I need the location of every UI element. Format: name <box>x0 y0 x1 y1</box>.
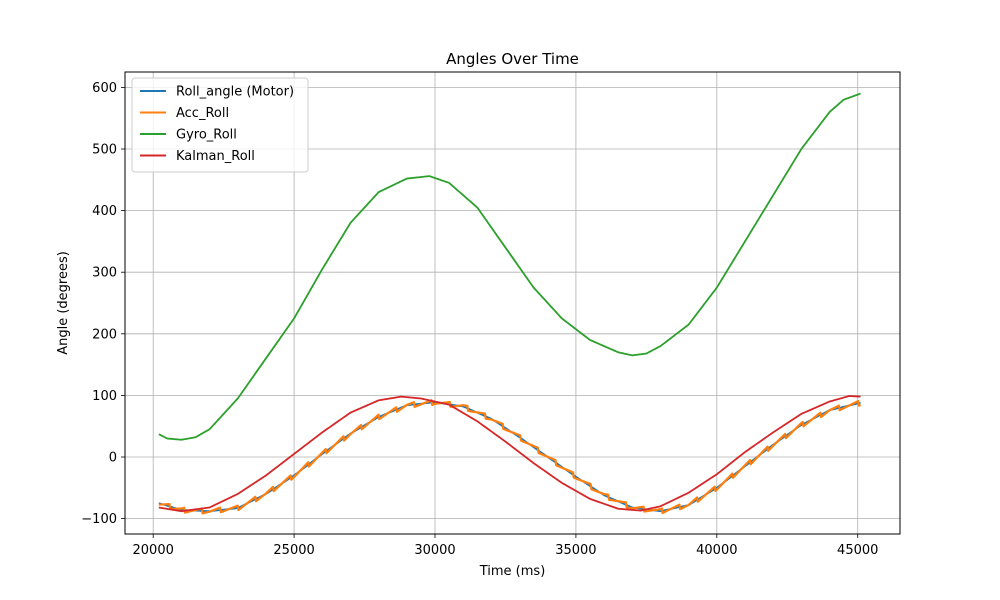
plot-frame <box>124 71 901 535</box>
legend-label-gyro-roll: Gyro_Roll <box>176 128 237 143</box>
y-tick-label: 100 <box>92 389 117 404</box>
y-tick-label: 200 <box>92 327 117 342</box>
x-tick-label: 45000 <box>837 543 878 558</box>
y-tick-label: 600 <box>92 81 117 96</box>
series-line-kalman-roll <box>158 395 862 513</box>
series-line-acc-roll <box>158 399 862 515</box>
x-tick-label: 35000 <box>555 543 596 558</box>
x-tick-label: 30000 <box>414 543 455 558</box>
series-layer <box>158 92 862 515</box>
series-line-gyro-roll <box>158 92 862 441</box>
y-tick-label: −100 <box>81 512 117 527</box>
legend-label-kalman-roll: Kalman_Roll <box>176 149 255 164</box>
legend: Roll_angle (Motor) Acc_Roll Gyro_Roll Kalma… <box>131 77 309 173</box>
ticks: 20000 25000 30000 35000 40000 45000 −100 0 100 20… <box>81 81 878 558</box>
legend-box <box>131 77 309 173</box>
legend-label-acc-roll: Acc_Roll <box>176 106 229 121</box>
y-tick-label: 400 <box>92 204 117 219</box>
x-axis-label: Time (ms) <box>479 564 546 579</box>
y-axis-label: Angle (degrees) <box>56 251 71 355</box>
x-tick-label: 25000 <box>273 543 314 558</box>
y-tick-label: 500 <box>92 143 117 158</box>
y-tick-label: 300 <box>92 266 117 281</box>
y-tick-label: 0 <box>109 451 117 466</box>
chart-title: Angles Over Time <box>446 50 579 68</box>
x-tick-label: 40000 <box>696 543 737 558</box>
grid <box>125 72 900 534</box>
legend-label-roll-angle-motor: Roll_angle (Motor) <box>176 85 294 100</box>
x-tick-label: 20000 <box>133 543 174 558</box>
